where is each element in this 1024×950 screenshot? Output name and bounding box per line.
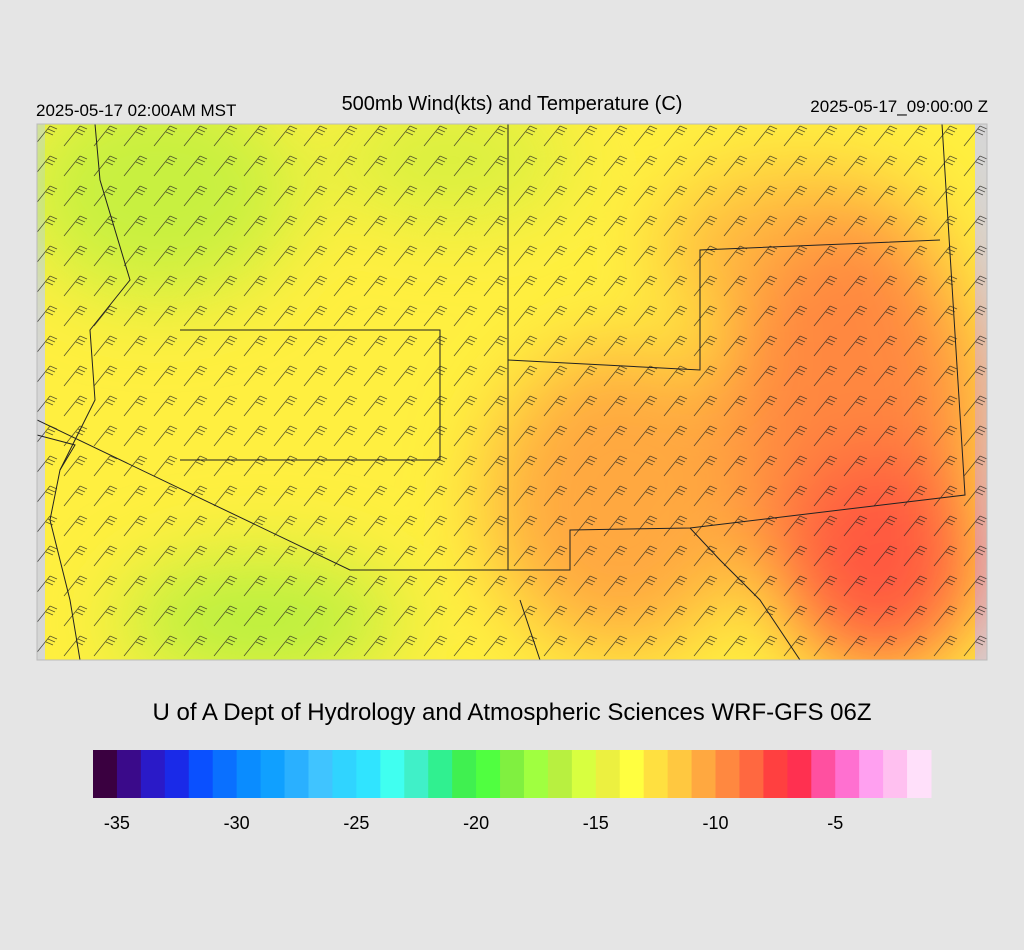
colorbar-swatch xyxy=(787,750,812,798)
credit: U of A Dept of Hydrology and Atmospheric… xyxy=(153,699,872,726)
colorbar-swatch xyxy=(308,750,333,798)
wind-barbs xyxy=(37,124,987,660)
colorbar-swatch xyxy=(715,750,740,798)
colorbar-swatch xyxy=(619,750,645,798)
local-time: 2025-05-17 02:00AM MST xyxy=(36,101,236,120)
valid-time: 2025-05-17_09:00:00 Z xyxy=(810,97,988,116)
colorbar-swatch xyxy=(236,750,262,798)
colorbar-swatch xyxy=(356,750,381,798)
colorbar-swatch xyxy=(523,750,549,798)
colorbar-tick-label: -10 xyxy=(703,813,729,833)
colorbar-swatch xyxy=(380,750,405,798)
colorbar-swatch xyxy=(907,750,932,798)
colorbar-swatch xyxy=(260,750,286,798)
colorbar-swatch xyxy=(763,750,788,798)
colorbar-swatch xyxy=(332,750,357,798)
state-borders xyxy=(37,124,966,660)
colorbar-swatch xyxy=(835,750,860,798)
colorbar-tick-label: -30 xyxy=(224,813,250,833)
colorbar-swatch xyxy=(284,750,309,798)
colorbar: -35 -30 -25 -20 -15 -10 -5 xyxy=(93,750,932,833)
colorbar-swatch xyxy=(883,750,908,798)
colorbar-swatch xyxy=(164,750,190,798)
colorbar-swatch xyxy=(212,750,238,798)
colorbar-swatch xyxy=(116,750,142,798)
map xyxy=(37,124,987,660)
colorbar-swatch xyxy=(476,750,501,798)
colorbar-swatch xyxy=(571,750,597,798)
colorbar-swatch xyxy=(859,750,884,798)
colorbar-swatch xyxy=(93,750,118,798)
colorbar-swatch xyxy=(595,750,621,798)
colorbar-tick-label: -35 xyxy=(104,813,130,833)
colorbar-tick-label: -15 xyxy=(583,813,609,833)
colorbar-swatch xyxy=(547,750,573,798)
map-frame xyxy=(36,123,988,661)
colorbar-tick-label: -20 xyxy=(463,813,489,833)
colorbar-tick-label: -25 xyxy=(343,813,369,833)
colorbar-swatch xyxy=(188,750,214,798)
map-title: 500mb Wind(kts) and Temperature (C) xyxy=(342,93,683,115)
colorbar-swatch xyxy=(811,750,836,798)
colorbar-swatch xyxy=(452,750,477,798)
colorbar-swatch xyxy=(140,750,166,798)
colorbar-swatch xyxy=(500,750,525,798)
colorbar-swatch xyxy=(404,750,429,798)
colorbar-swatch xyxy=(667,750,693,798)
colorbar-swatch xyxy=(428,750,453,798)
colorbar-swatch xyxy=(643,750,669,798)
colorbar-swatch xyxy=(739,750,764,798)
colorbar-tick-label: -5 xyxy=(827,813,843,833)
colorbar-swatch xyxy=(691,750,717,798)
